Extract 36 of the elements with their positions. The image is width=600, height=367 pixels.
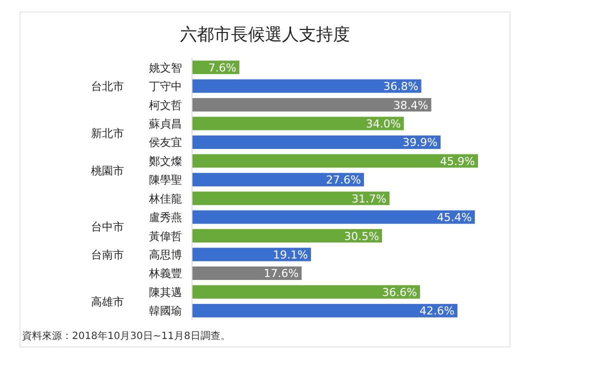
y-tick-label: 丁守中 (149, 80, 182, 94)
source-note: 資料來源：2018年10月30日~11月8日調查。 (22, 330, 230, 342)
data-label: 42.6% (419, 304, 454, 318)
text: 高雄市 (91, 295, 124, 308)
y-tick-label: 陳學聖 (149, 174, 182, 187)
data-label: 7.6% (208, 61, 236, 74)
y-tick-label: 蘇貞昌 (149, 118, 182, 130)
data-label: 45.9% (440, 154, 475, 168)
data-label: 19.1% (273, 248, 308, 262)
text: 新北市 (91, 126, 124, 140)
data-label: 34.0% (366, 118, 401, 130)
chart-title: 六都市長候選人支持度 (180, 25, 350, 45)
text: 台中市 (91, 220, 124, 234)
text: 台北市 (91, 80, 124, 94)
y-tick-label: 姚文智 (149, 61, 182, 74)
y-tick-label: 黃偉哲 (149, 230, 182, 243)
data-label: 36.8% (383, 80, 418, 94)
y-tick-label: 柯文哲 (149, 98, 182, 112)
y-tick-label: 韓國瑜 (149, 304, 182, 318)
y-tick-label: 侯友宜 (149, 136, 182, 150)
data-label: 38.4% (393, 98, 428, 112)
text: 台南市 (91, 248, 124, 262)
y-tick-label: 高思博 (149, 248, 182, 262)
data-label: 45.4% (436, 211, 472, 224)
y-tick-label: 林義豐 (148, 267, 182, 280)
y-tick-label: 鄭文燦 (149, 154, 182, 168)
text: 桃園市 (91, 164, 124, 178)
y-tick-label: 盧秀燕 (149, 211, 182, 224)
data-label: 36.6% (382, 286, 418, 299)
y-tick-label: 陳其邁 (149, 286, 182, 299)
data-label: 27.6% (326, 174, 361, 187)
data-label: 39.9% (402, 136, 438, 150)
data-label: 31.7% (352, 192, 387, 206)
y-tick-label: 林佳龍 (148, 192, 182, 206)
data-label: 30.5% (344, 230, 380, 243)
data-label: 17.6% (264, 267, 299, 280)
